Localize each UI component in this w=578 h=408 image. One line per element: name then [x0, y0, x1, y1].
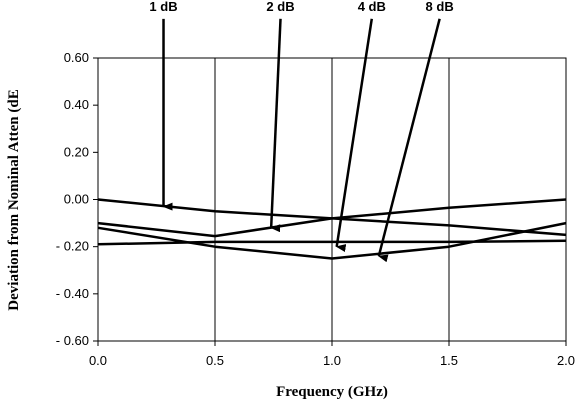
y-tick-label: - 0.60: [56, 333, 89, 348]
series-layer: [97, 198, 567, 260]
y-tick-label: 0.20: [64, 144, 89, 159]
x-tick-label: 0.5: [206, 353, 224, 368]
annotation-layer: 1 dB 2 dB 4 dB 8 dB: [149, 0, 454, 263]
x-tick-label: 0.0: [89, 353, 107, 368]
annotation-arrow: [269, 18, 282, 233]
grid-layer: [214, 58, 450, 341]
annotation-label: 4 dB: [358, 0, 386, 14]
y-tick-label: 0.60: [64, 50, 89, 65]
x-tick-label: 1.0: [323, 353, 341, 368]
annotation-label: 1 dB: [149, 0, 177, 14]
annotation-label: 8 dB: [426, 0, 454, 14]
y-tick-label: 0.40: [64, 97, 89, 112]
x-tick-label: 1.5: [440, 353, 458, 368]
y-tick-label: - 0.40: [56, 286, 89, 301]
y-tick-label: - 0.20: [56, 239, 89, 254]
annotation-label: 2 dB: [266, 0, 294, 14]
x-axis-title: Frequency (GHz): [276, 384, 388, 400]
annotation-arrow: [377, 18, 441, 263]
series-line-4-db: [97, 239, 567, 246]
y-axis-title: Deviation from Nominal Atten (dE: [6, 89, 22, 310]
annotation-arrow: [335, 18, 374, 252]
series-line-2-db: [97, 198, 567, 238]
series-line-8-db: [97, 221, 567, 260]
axis-layer: 0.60 0.40 0.20 0.00 - 0.20 - 0.40 - 0.600.0 0.5…: [56, 50, 575, 368]
y-tick-label: 0.00: [64, 192, 89, 207]
x-tick-label: 2.0: [557, 353, 575, 368]
